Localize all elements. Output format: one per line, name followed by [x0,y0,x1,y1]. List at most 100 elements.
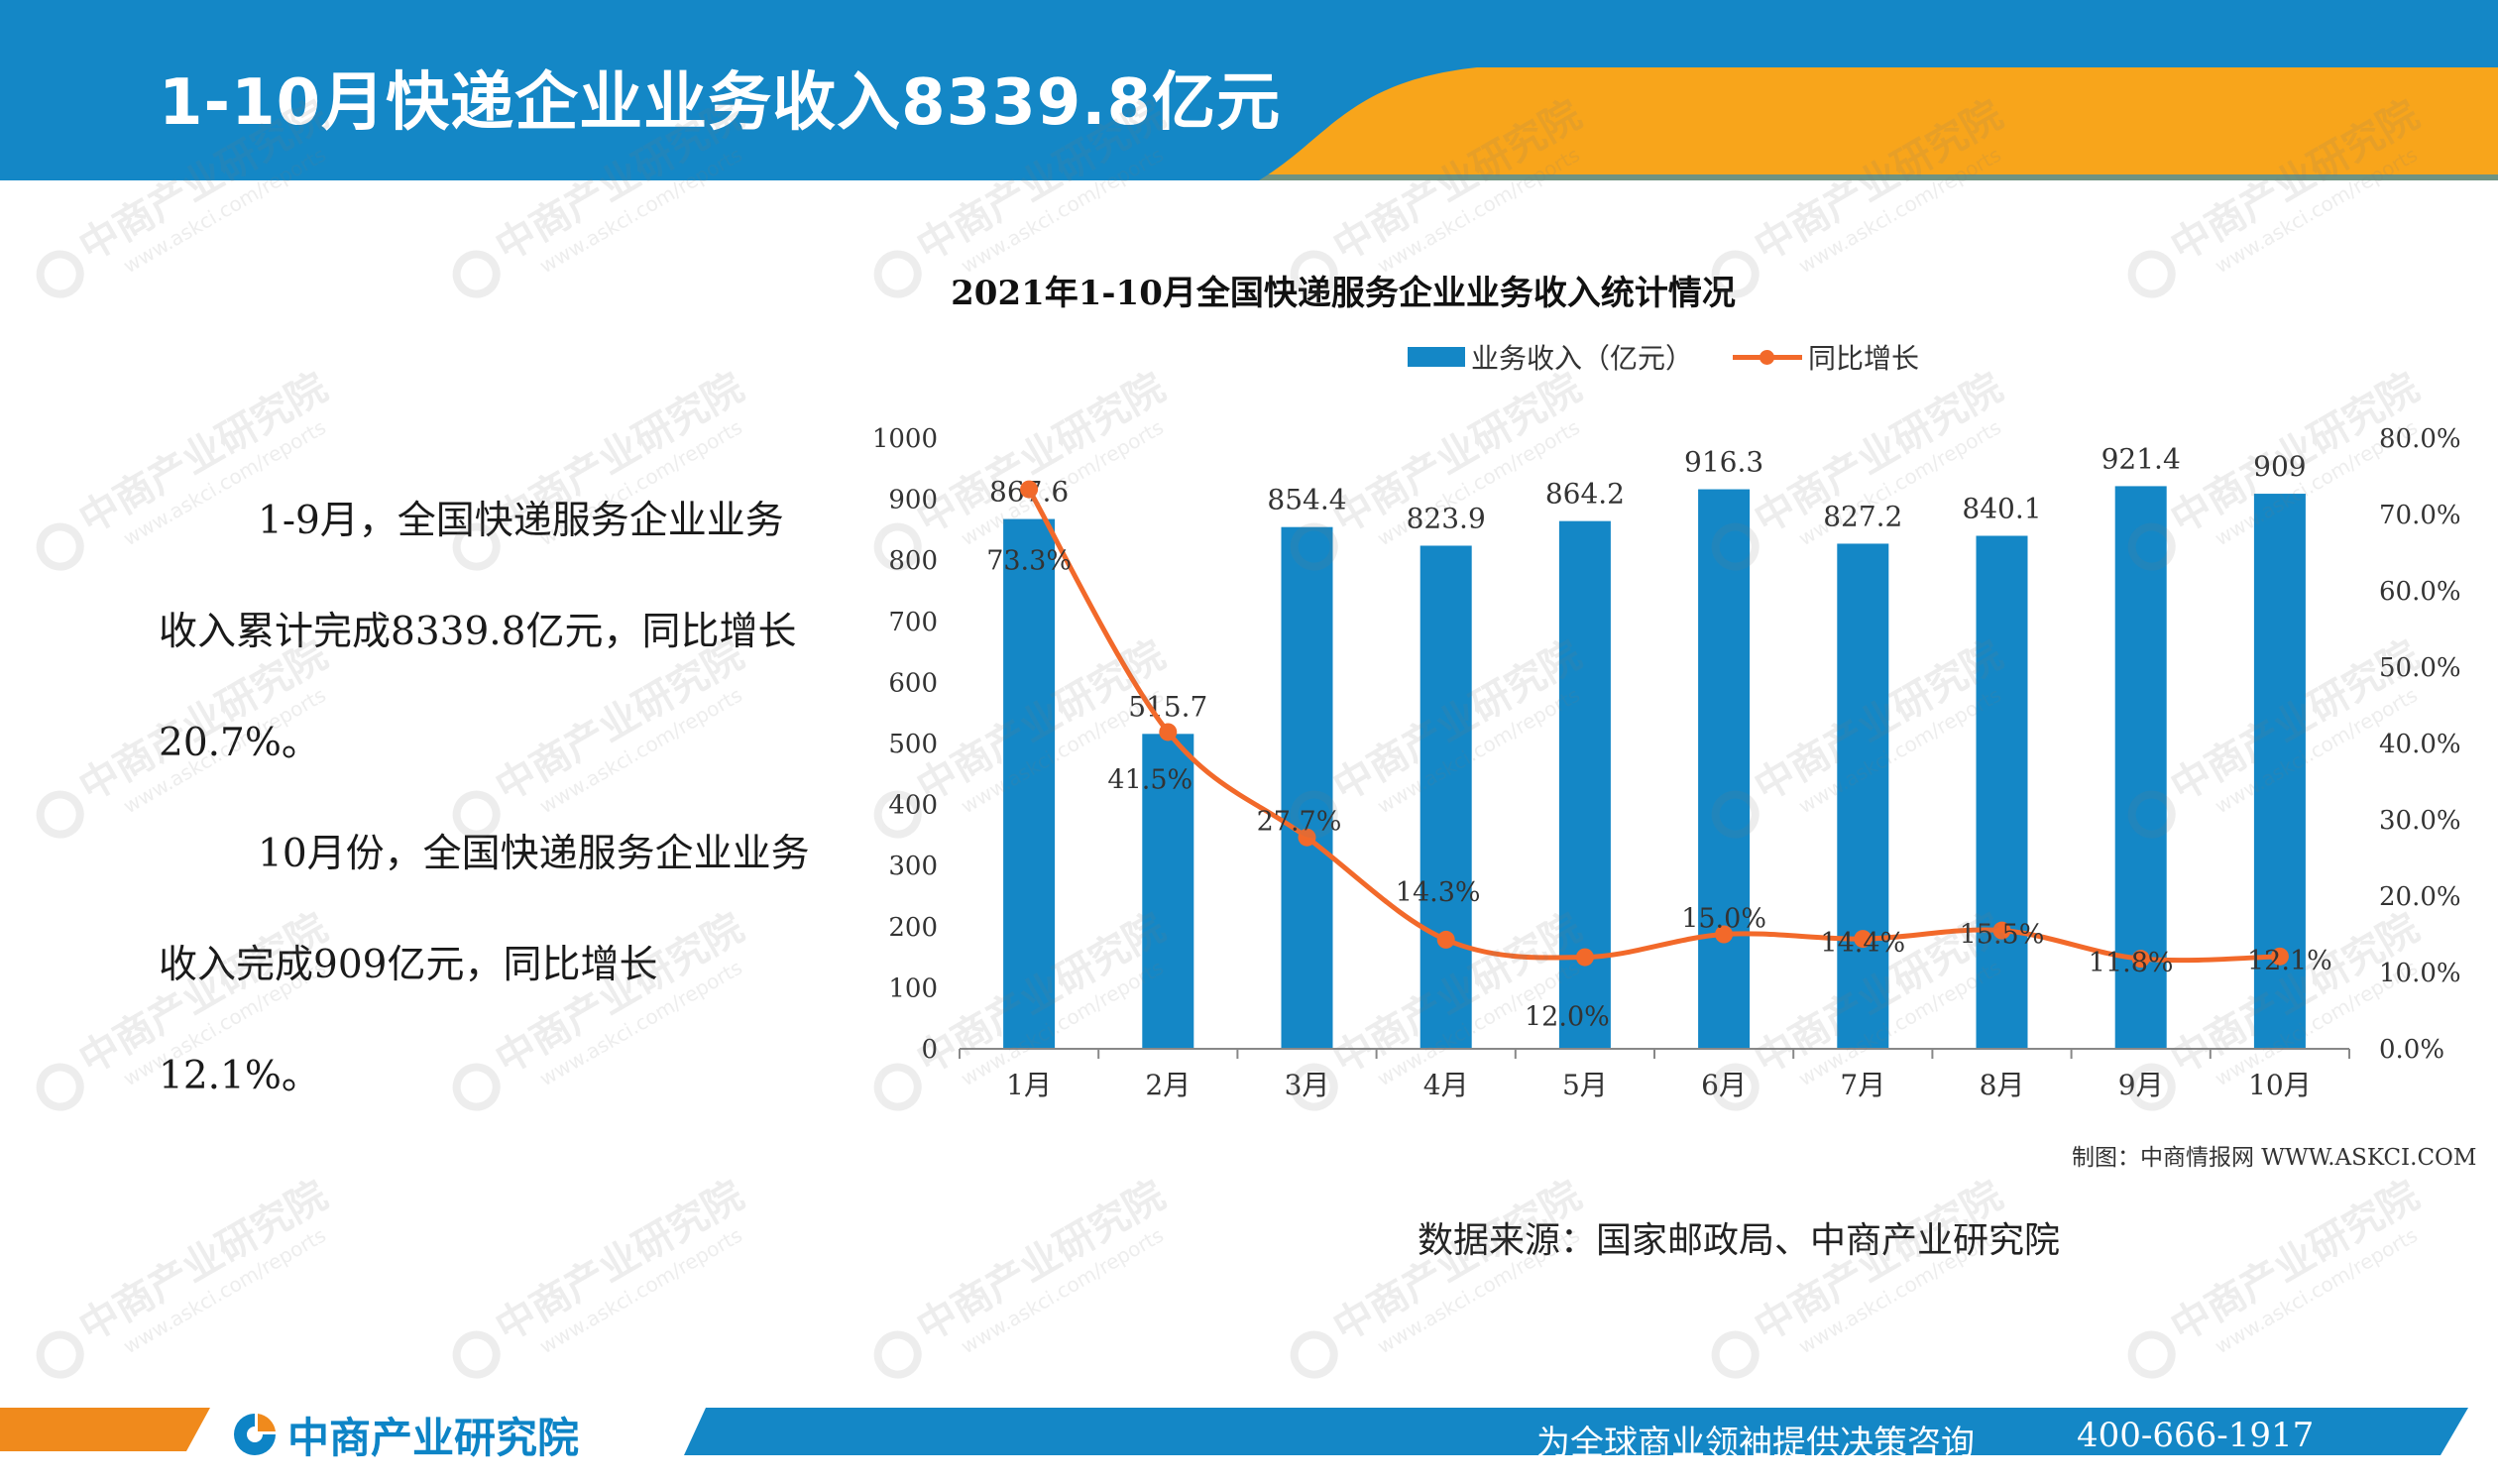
footer-shape [0,1408,2468,1455]
y-left-tick-label: 100 [888,973,938,1003]
watermark-logo-icon [36,790,84,839]
growth-point-5月 [1575,948,1594,967]
y-right-tick-label: 30.0% [2379,806,2461,836]
watermark-logo-icon [36,522,84,571]
bar-value-label: 916.3 [1684,446,1763,479]
y-right-tick-label: 60.0% [2379,577,2461,607]
y-right-tick-label: 0.0% [2379,1035,2444,1065]
y-left-tick-label: 300 [888,852,938,881]
body-text: 1-9月，全国快递服务企业业务收入累计完成8339.8亿元，同比增长20.7%。… [159,466,813,1132]
watermark-logo-icon [2127,1330,2176,1379]
chart-credit: 制图：中商情报网 WWW.ASKCI.COM [2072,1145,2477,1171]
growth-value-label: 12.1% [2247,946,2332,976]
page-title: 1-10月快递企业业务收入8339.8亿元 [159,66,1282,140]
growth-value-label: 12.0% [1525,1002,1610,1033]
legend-line-swatch [1733,347,1803,367]
bar-value-label: 823.9 [1407,502,1486,534]
bar-2月 [1142,734,1194,1049]
growth-point-7月 [1854,930,1873,949]
footer-logo-text: 中商产业研究院 [287,1413,580,1462]
y-left-tick-label: 0 [921,1035,938,1065]
legend-item-growth: 同比增长 [1733,337,1919,377]
chart-legend: 业务收入（亿元） 同比增长 [1408,337,1959,377]
bar-6月 [1698,489,1751,1049]
growth-value-label: 11.8% [2089,948,2174,978]
footer-bar [0,1408,2498,1484]
y-right-tick-label: 40.0% [2379,730,2461,759]
company-logo-icon [234,1414,276,1455]
y-right-tick-label: 50.0% [2379,653,2461,683]
x-tick-label: 3月 [1285,1069,1330,1101]
y-left-tick-label: 400 [888,791,938,821]
growth-point-9月 [2131,950,2150,969]
body-paragraph-1: 1-9月，全国快递服务企业业务收入累计完成8339.8亿元，同比增长20.7%。 [159,499,797,765]
growth-value-label: 15.5% [1960,920,2045,951]
watermark-text: 中商产业研究院 [71,1173,334,1351]
bar-3月 [1281,526,1333,1049]
growth-point-1月 [1020,480,1039,499]
watermark-subtext: www.askci.com/reports [2211,1223,2422,1359]
footer-phone: 400-666-1917 [2077,1416,2315,1455]
bar-value-label: 864.2 [1545,478,1625,511]
header-banner: 1-10月快递企业业务收入8339.8亿元 [0,0,2498,180]
bar-value-label: 854.4 [1267,484,1346,516]
watermark-logo-icon [873,1330,922,1379]
growth-value-label: 15.0% [1681,904,1766,935]
y-right-tick-label: 10.0% [2379,959,2461,988]
growth-point-4月 [1436,930,1455,949]
watermark-subtext: www.askci.com/reports [535,1223,746,1359]
watermark-subtext: www.askci.com/reports [119,1223,330,1359]
x-tick-label: 7月 [1840,1069,1885,1101]
legend-label-growth: 同比增长 [1808,342,1920,375]
y-right-tick-label: 80.0% [2379,424,2461,454]
y-left-tick-label: 500 [888,730,938,759]
growth-point-10月 [2270,947,2289,966]
y-left-tick-label: 900 [888,486,938,515]
y-left-tick-label: 800 [888,546,938,576]
footer-slogan: 为全球商业领袖提供决策咨询 [1536,1424,1975,1463]
bar-8月 [1976,535,2028,1049]
bar-value-label: 840.1 [1962,492,2041,524]
watermark-logo-icon [1711,1330,1760,1379]
watermark-logo-icon [36,1330,84,1379]
watermark-logo-icon [1290,1330,1338,1379]
data-source: 数据来源：国家邮政局、中商产业研究院 [1418,1220,2061,1261]
legend-item-revenue: 业务收入（亿元） [1408,337,1693,377]
x-tick-label: 1月 [1006,1069,1052,1101]
y-right-tick-label: 70.0% [2379,501,2461,530]
bar-value-label: 827.2 [1823,500,1902,532]
x-tick-label: 6月 [1701,1069,1747,1101]
footer-logo: 中商产业研究院 [230,1411,579,1462]
growth-point-3月 [1298,828,1316,847]
growth-value-label: 73.3% [986,546,1072,577]
legend-bar-swatch [1408,347,1465,367]
x-tick-label: 4月 [1423,1069,1469,1101]
header-shape [0,0,2498,180]
growth-line [1026,488,2280,964]
y-left-tick-label: 700 [888,608,938,637]
watermark-subtext: www.askci.com/reports [957,1223,1168,1359]
bar-1月 [1003,518,1056,1049]
body-paragraph-2: 10月份，全国快递服务企业业务收入完成909亿元，同比增长12.1%。 [159,832,810,1098]
growth-point-2月 [1159,723,1178,742]
bar-value-label: 921.4 [2101,442,2181,475]
chart-title: 2021年1-10月全国快递服务企业业务收入统计情况 [951,274,1736,313]
x-tick-label: 9月 [2118,1069,2164,1101]
bar-value-label: 909 [2253,450,2306,483]
y-left-tick-label: 200 [888,913,938,943]
bar-5月 [1558,520,1611,1049]
growth-value-label: 14.3% [1396,877,1481,908]
bar-4月 [1419,545,1472,1049]
watermark-text: 中商产业研究院 [2163,1173,2426,1351]
watermark-logo-icon [36,1063,84,1111]
x-tick-label: 8月 [1980,1069,2025,1101]
bar-7月 [1837,543,1889,1049]
watermark-logo-icon [452,1330,501,1379]
growth-point-8月 [1992,921,2011,940]
